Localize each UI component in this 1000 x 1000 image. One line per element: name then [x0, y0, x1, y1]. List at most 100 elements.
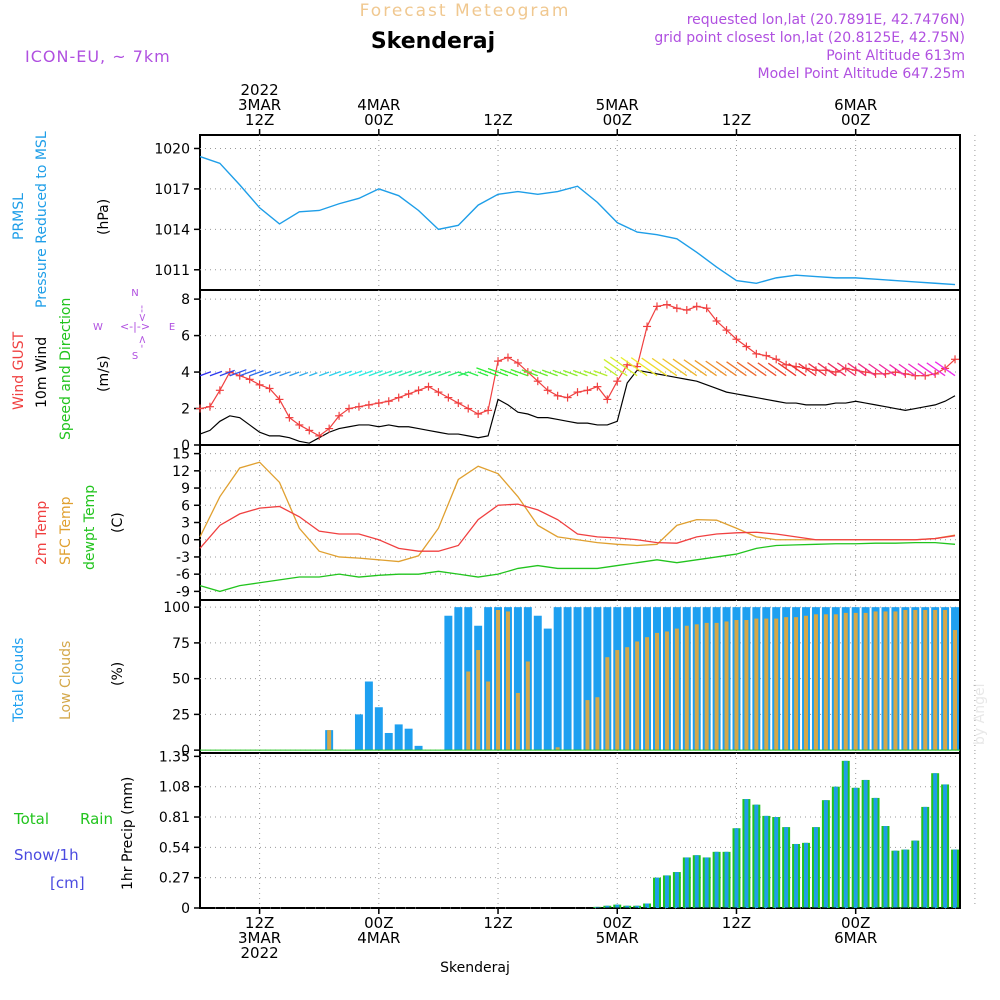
time-label-bottom: 3MAR [238, 929, 281, 947]
time-label-top: 00Z [841, 111, 870, 129]
svg-text:-->: --> [136, 305, 149, 322]
precip-ytick-label: 0.54 [159, 840, 190, 856]
low-cloud-bar [515, 692, 520, 751]
wind-direction-arrow [299, 371, 309, 377]
low-cloud-bar [664, 631, 669, 751]
rain-bar-inner [923, 806, 928, 908]
wind-direction-arrow [808, 363, 827, 377]
rain-bar-inner [784, 827, 789, 908]
rain-bar-inner [893, 850, 898, 908]
total-cloud-bar [414, 745, 423, 751]
low-cloud-bar [714, 622, 719, 751]
low-cloud-bar [754, 618, 759, 751]
wind-direction-arrow [563, 369, 578, 377]
precip-ytick-label: 1.35 [159, 749, 190, 765]
temp-ytick-label: -9 [176, 584, 190, 600]
rain-bar-inner [625, 905, 630, 908]
time-label-top: 12Z [245, 111, 274, 129]
low-cloud-bar [674, 628, 679, 751]
rain-bar-inner [664, 875, 669, 908]
rain-bar-inner [903, 849, 908, 908]
low-cloud-bar [853, 612, 858, 751]
low-cloud-bar [823, 614, 828, 751]
precip-rain-title: Rain [80, 810, 113, 828]
rain-bar-inner [734, 828, 739, 908]
panel-frames: 10201017101410118642015129630-3-6-910075… [154, 81, 976, 962]
time-label-top: 3MAR [238, 96, 281, 114]
pressure-ytick-label: 1011 [154, 263, 190, 279]
wind-gust-title: Wind GUST [11, 331, 27, 410]
low-cloud-bar [893, 611, 898, 751]
low-cloud-bar [625, 647, 630, 751]
low-cloud-bar [933, 610, 938, 751]
wind-direction-arrow [531, 369, 548, 377]
total-cloud-bar [354, 714, 363, 751]
pressure-title-2: Pressure Reduced to MSL [34, 131, 50, 308]
wind-direction-arrow [269, 371, 281, 377]
low-cloud-bar [863, 612, 868, 751]
low-cloud-bar [843, 612, 848, 751]
wind-direction-arrow [500, 368, 519, 377]
rain-bar-inner [853, 787, 858, 908]
temp-ytick-label: 15 [172, 447, 190, 463]
low-cloud-bar [595, 697, 600, 751]
clouds-ytick-label: 50 [172, 672, 190, 688]
wind-ytick-label: 0 [181, 438, 190, 454]
pressure-ytick-label: 1014 [154, 222, 190, 238]
time-label-bottom: 12Z [483, 914, 512, 932]
low-cloud-bar [327, 730, 332, 751]
temp-ytick-label: 9 [181, 481, 190, 497]
time-label-top: 6MAR [834, 96, 877, 114]
pressure-frame [199, 134, 961, 291]
wind-direction-arrow [917, 363, 936, 377]
wind-direction-arrow [209, 370, 223, 377]
wind-direction-arrow [477, 371, 489, 377]
wind-direction-arrow [348, 370, 363, 377]
svg-text:<-|->: <-|-> [120, 320, 150, 333]
rain-bar-inner [595, 906, 600, 908]
time-label-top: 12Z [722, 111, 751, 129]
precip-ytick-label: 1.08 [159, 780, 190, 796]
rain-bar-inner [873, 797, 878, 908]
sfc-temp-line [199, 461, 956, 563]
low-cloud-bar [913, 610, 918, 751]
wind-direction-arrow [857, 363, 876, 377]
total-cloud-bar [444, 615, 453, 751]
total-cloud-bar [543, 628, 552, 751]
wind-direction-arrow [448, 371, 460, 377]
low-cloud-bar [804, 615, 808, 751]
wind-direction-arrow [583, 370, 598, 377]
rain-bar-inner [843, 760, 848, 908]
wind-direction-arrow [767, 362, 787, 377]
total-cloud-bar [404, 728, 413, 751]
rain-bar-inner [714, 851, 719, 908]
wind-direction-arrow [603, 358, 628, 377]
wind-direction-arrow [418, 370, 432, 377]
pressure-unit: (hPa) [96, 199, 112, 235]
wind-direction-arrow [757, 362, 777, 377]
precip-total-title: Total [13, 810, 49, 828]
wind-direction-arrow [934, 361, 956, 377]
wind-direction-arrow [672, 358, 698, 377]
rain-bar-inner [933, 773, 938, 908]
wind-direction-arrow [279, 371, 291, 377]
wind-direction-arrow [309, 372, 318, 377]
svg-text:<-: <- [136, 335, 149, 348]
point-altitude: Point Altitude 613m [826, 48, 965, 64]
low-cloud-bar [784, 617, 789, 751]
temp-dew-title: dewpt Temp [82, 485, 98, 570]
wind-direction-arrow [788, 363, 807, 377]
wind-10m-title: 10m Wind [34, 337, 50, 408]
wind-direction-arrow [398, 370, 413, 377]
rain-bar-inner [754, 804, 759, 908]
temp-ytick-label: -3 [176, 550, 190, 566]
low-cloud-bar [555, 747, 560, 751]
low-cloud-bar [704, 622, 709, 751]
wind-direction-arrow [428, 370, 441, 377]
gust-line [199, 303, 956, 437]
time-label-bottom: 00Z [841, 914, 870, 932]
wind-direction-arrow [620, 356, 648, 377]
low-cloud-bar [684, 625, 689, 751]
temp-unit: (C) [110, 512, 126, 533]
wind-direction-arrow [705, 360, 727, 377]
